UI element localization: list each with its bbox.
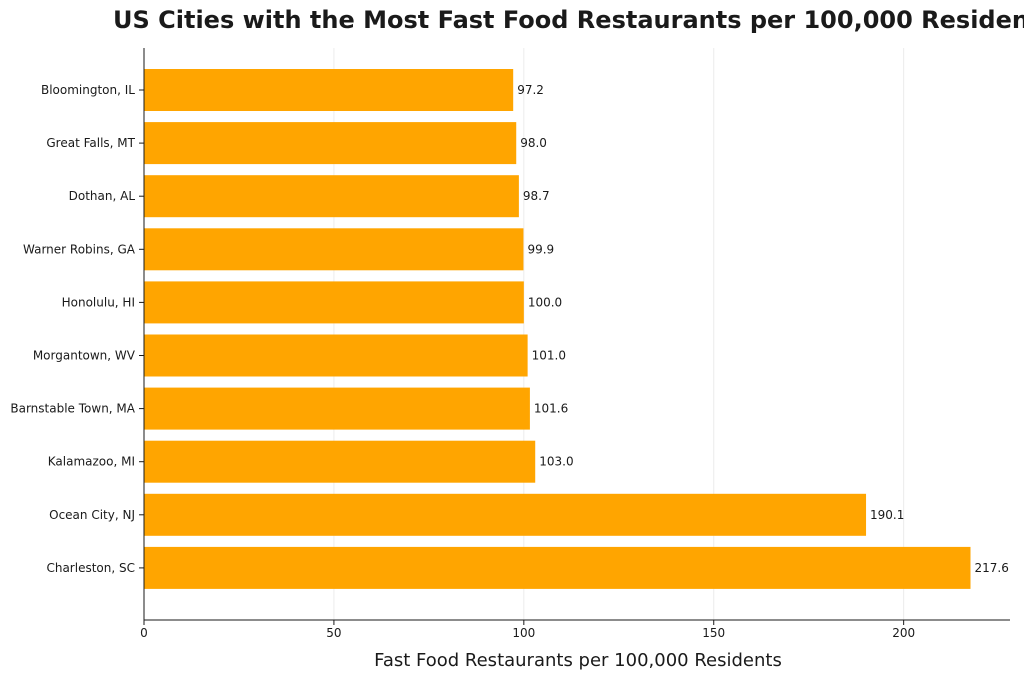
category-label: Dothan, AL — [69, 189, 136, 203]
category-label: Honolulu, HI — [62, 295, 135, 309]
x-tick-label: 150 — [702, 626, 725, 640]
data-label: 98.7 — [523, 189, 550, 203]
bar — [144, 281, 524, 324]
category-label: Charleston, SC — [46, 561, 135, 575]
data-label: 98.0 — [520, 136, 547, 150]
data-label: 97.2 — [517, 83, 544, 97]
data-label: 103.0 — [539, 455, 573, 469]
bar — [144, 546, 971, 589]
category-label: Morgantown, WV — [33, 349, 136, 363]
axes — [139, 48, 1010, 625]
x-tick-label: 50 — [326, 626, 341, 640]
data-label: 101.6 — [534, 402, 568, 416]
data-label: 100.0 — [528, 295, 562, 309]
x-tick-label: 100 — [512, 626, 535, 640]
category-label: Ocean City, NJ — [49, 508, 135, 522]
x-tick-label: 0 — [140, 626, 148, 640]
bar — [144, 387, 530, 430]
x-axis-title: Fast Food Restaurants per 100,000 Reside… — [374, 650, 782, 671]
category-label: Warner Robins, GA — [23, 242, 136, 256]
bar — [144, 69, 514, 111]
labels: 0 50 100 150 200 Bloomington, IL 97.2 Great Fal… — [10, 83, 1008, 640]
bar — [144, 440, 536, 483]
category-label: Bloomington, IL — [41, 83, 135, 97]
bar — [144, 175, 519, 218]
category-label: Kalamazoo, MI — [48, 455, 135, 469]
data-label: 99.9 — [527, 242, 554, 256]
bar — [144, 334, 528, 377]
bar — [144, 228, 524, 271]
chart-title: US Cities with the Most Fast Food Restau… — [113, 6, 1024, 34]
data-label: 217.6 — [974, 561, 1008, 575]
bars — [144, 69, 971, 589]
category-label: Great Falls, MT — [46, 136, 135, 150]
x-tick-label: 200 — [892, 626, 915, 640]
data-label: 190.1 — [870, 508, 904, 522]
bar — [144, 122, 517, 165]
category-label: Barnstable Town, MA — [10, 402, 135, 416]
bar — [144, 493, 867, 536]
data-label: 101.0 — [532, 349, 566, 363]
